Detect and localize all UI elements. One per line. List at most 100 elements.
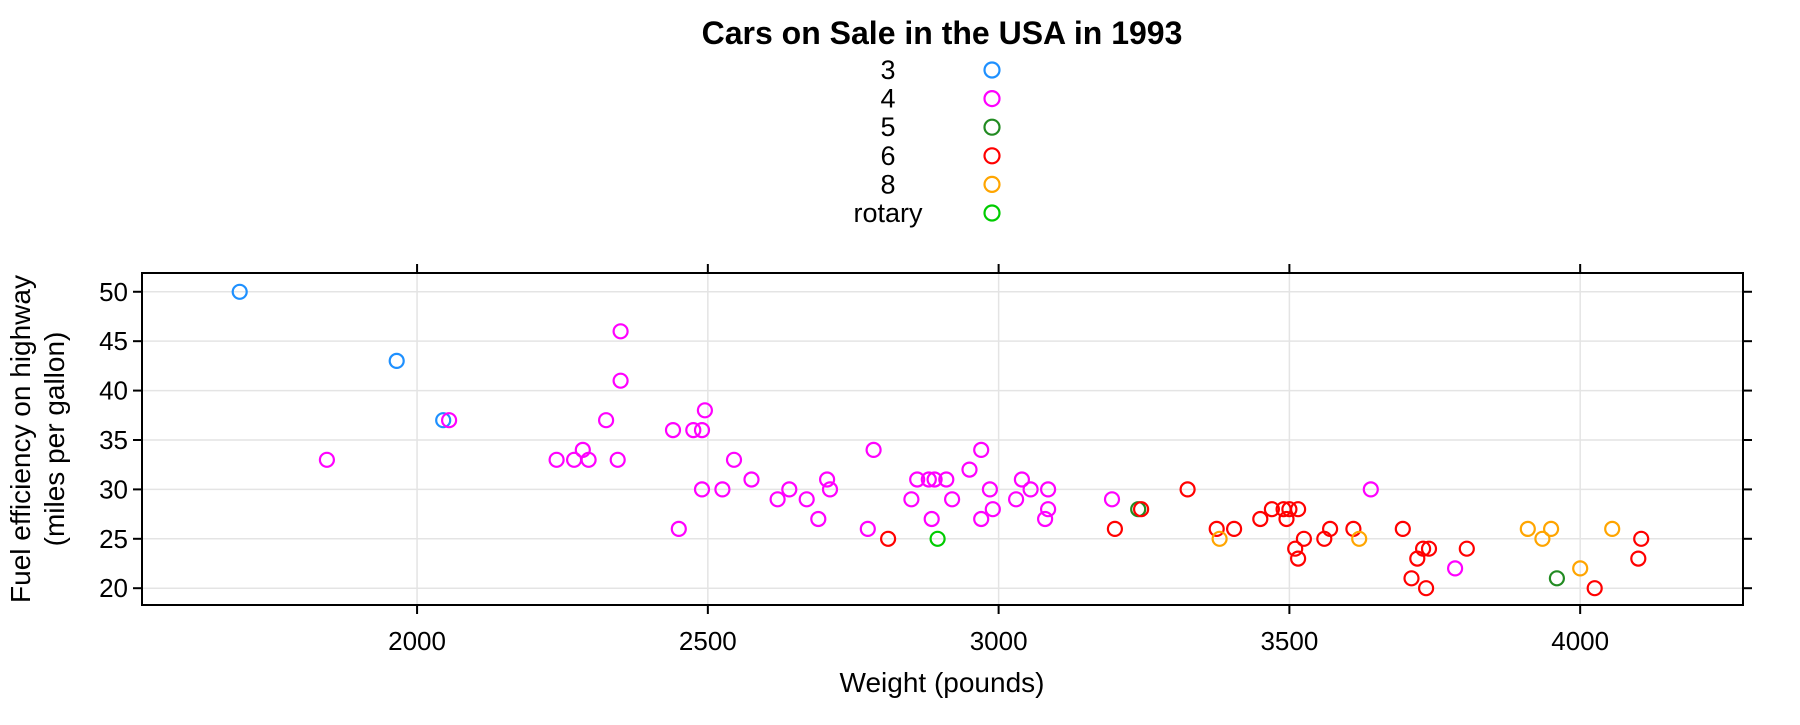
legend-marker-3 xyxy=(983,61,1001,79)
data-point-cylinders-4 xyxy=(981,481,999,498)
data-point-cylinders-4 xyxy=(714,481,731,498)
data-point-cylinders-4 xyxy=(1013,471,1031,488)
data-point-cylinders-8 xyxy=(1542,520,1560,538)
data-point-cylinders-4 xyxy=(938,471,955,488)
data-point-cylinders-4 xyxy=(943,491,961,508)
data-point-cylinders-8 xyxy=(1519,520,1536,538)
data-point-cylinders-4 xyxy=(769,491,786,508)
data-point-cylinders-4 xyxy=(1103,491,1121,508)
data-point-cylinders-6 xyxy=(1586,580,1603,597)
y-tick-label: 35 xyxy=(99,425,128,455)
data-point-cylinders-6 xyxy=(1179,481,1196,498)
y-tick-label: 30 xyxy=(99,474,128,504)
data-point-cylinders-6 xyxy=(1289,550,1307,567)
data-point-cylinders-4 xyxy=(693,481,711,498)
data-point-cylinders-3 xyxy=(388,352,405,369)
data-point-cylinders-6 xyxy=(1278,510,1295,528)
data-point-cylinders-6 xyxy=(1321,520,1339,538)
y-tick-label: 50 xyxy=(99,277,128,307)
legend-marker-8 xyxy=(983,175,1001,193)
x-axis-label: Weight (pounds) xyxy=(840,667,1045,698)
data-point-cylinders-8 xyxy=(1351,530,1368,547)
data-point-cylinders-4 xyxy=(580,451,597,468)
legend-marker-6 xyxy=(983,147,1001,165)
data-point-cylinders-6 xyxy=(1394,520,1411,538)
data-point-cylinders-8 xyxy=(1211,530,1228,547)
data-point-cylinders-4 xyxy=(1007,491,1025,508)
axis-tick-labels: 2000 2500 3000 3500 4000 20 25 30 35 40 45 50 xyxy=(99,277,1609,656)
legend-marker-5 xyxy=(983,118,1001,136)
data-point-cylinders-4 xyxy=(1446,560,1464,577)
legend-marker-rotary xyxy=(983,204,1001,222)
x-tick-label: 2500 xyxy=(679,626,737,656)
x-tick-label: 3000 xyxy=(970,626,1028,656)
data-point-cylinders-4 xyxy=(609,451,626,468)
data-point-cylinders-4 xyxy=(926,471,943,488)
data-point-cylinders-3 xyxy=(435,412,452,429)
data-point-cylinders-4 xyxy=(597,412,615,429)
chart-title: Cars on Sale in the USA in 1993 xyxy=(702,15,1183,51)
x-tick-label: 2000 xyxy=(388,626,446,656)
data-points xyxy=(231,283,1650,597)
data-point-cylinders-4 xyxy=(693,422,711,439)
data-point-cylinders-6 xyxy=(1414,540,1432,557)
data-point-cylinders-4 xyxy=(810,510,827,528)
y-tick-label: 25 xyxy=(99,524,128,554)
legend-label-rotary: rotary xyxy=(853,198,923,228)
y-tick-label: 45 xyxy=(99,326,128,356)
data-point-cylinders-8 xyxy=(1572,560,1589,577)
data-point-cylinders-6 xyxy=(1417,580,1435,597)
legend-label-3: 3 xyxy=(880,55,895,85)
data-point-cylinders-6 xyxy=(1106,520,1124,538)
data-point-cylinders-8 xyxy=(1534,530,1551,547)
data-point-cylinders-6 xyxy=(1132,501,1150,518)
data-point-cylinders-4 xyxy=(725,451,743,468)
data-point-cylinders-4 xyxy=(664,422,682,439)
data-point-cylinders-4 xyxy=(612,323,629,340)
data-point-cylinders-4 xyxy=(821,481,839,498)
legend-label-5: 5 xyxy=(880,112,895,142)
data-point-cylinders-4 xyxy=(973,441,990,458)
data-point-cylinders-8 xyxy=(1604,520,1621,538)
legend-label-6: 6 xyxy=(880,141,895,171)
plot-area-frame xyxy=(141,272,1744,606)
legend-label-8: 8 xyxy=(880,169,895,199)
data-point-cylinders-4 xyxy=(818,471,836,488)
data-point-cylinders-6 xyxy=(1420,540,1438,557)
data-point-cylinders-4 xyxy=(685,422,702,439)
data-point-cylinders-4 xyxy=(973,510,990,528)
data-point-cylinders-4 xyxy=(903,491,920,508)
data-point-cylinders-6 xyxy=(1289,501,1307,518)
data-point-cylinders-4 xyxy=(696,402,714,419)
data-point-cylinders-4 xyxy=(612,372,629,389)
y-axis-label-line2: (miles per gallon) xyxy=(39,332,70,547)
data-point-cylinders-6 xyxy=(1630,550,1647,567)
data-point-cylinders-6 xyxy=(1281,501,1298,518)
data-point-cylinders-6 xyxy=(1287,540,1304,557)
data-point-cylinders-6 xyxy=(1633,530,1650,547)
data-point-cylinders-4 xyxy=(781,481,798,498)
data-point-cylinders-6 xyxy=(1403,570,1420,587)
x-tick-label: 4000 xyxy=(1551,626,1609,656)
data-point-cylinders-4 xyxy=(1362,481,1379,498)
data-point-cylinders-6 xyxy=(879,530,897,547)
data-point-cylinders-6 xyxy=(1225,520,1243,538)
data-point-cylinders-4 xyxy=(865,441,882,458)
data-point-cylinders-6 xyxy=(1252,510,1269,528)
y-tick-label: 20 xyxy=(99,573,128,603)
data-point-cylinders-5 xyxy=(1548,570,1566,587)
data-point-cylinders-6 xyxy=(1295,530,1313,547)
data-point-cylinders-4 xyxy=(920,471,937,488)
data-point-cylinders-3 xyxy=(231,283,248,300)
data-point-cylinders-4 xyxy=(798,491,815,508)
data-point-cylinders-4 xyxy=(909,471,926,488)
data-point-cylinders-4 xyxy=(670,520,687,538)
data-point-cylinders-4 xyxy=(318,451,335,468)
grid xyxy=(142,273,1743,605)
data-point-cylinders-4 xyxy=(984,501,1001,518)
data-point-cylinders-4 xyxy=(548,451,565,468)
y-tick-label: 40 xyxy=(99,376,128,406)
data-point-cylinders-4 xyxy=(961,461,978,478)
